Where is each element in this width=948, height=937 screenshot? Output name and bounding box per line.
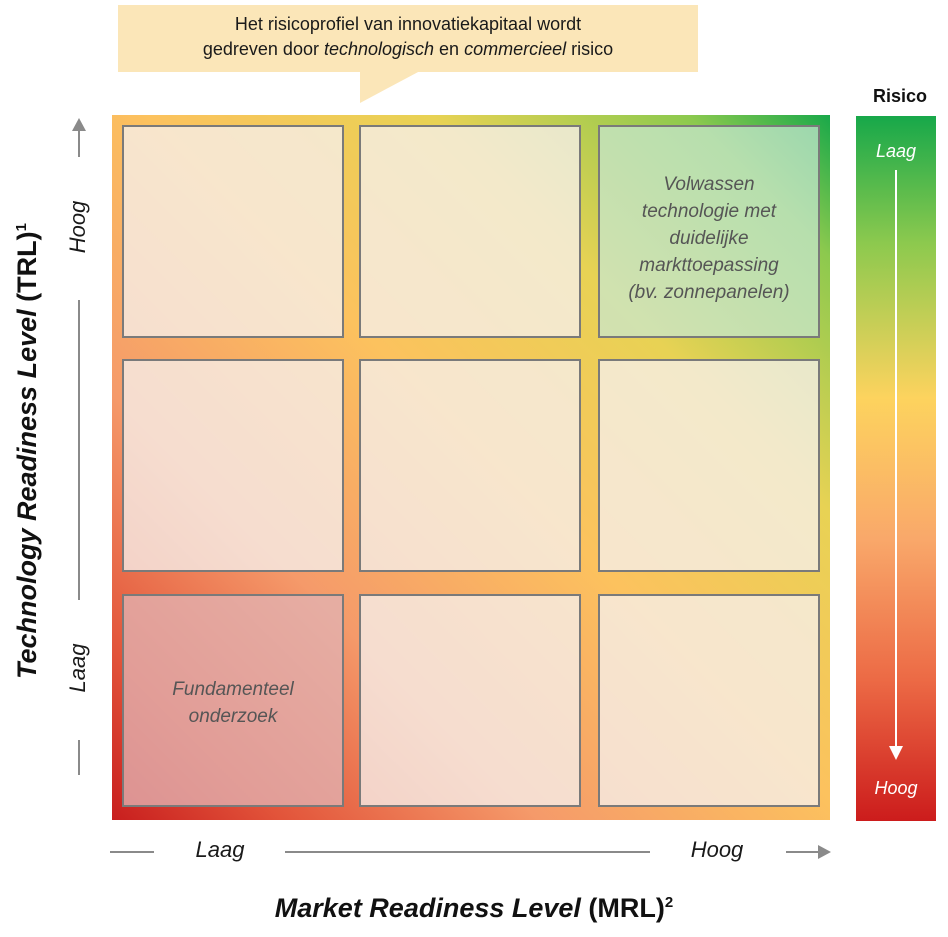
- y-axis-line-middle: [78, 300, 80, 600]
- y-axis-title: Technology Readiness Level (TRL)1: [12, 223, 48, 679]
- label-line: technologie met: [641, 201, 777, 222]
- y-axis-title-italic: Technology Readiness Level: [12, 309, 42, 679]
- x-axis-line-left: [110, 851, 154, 853]
- callout-line-2: gedreven door technologisch en commercie…: [118, 37, 698, 62]
- x-axis-title-abbrev: (MRL): [580, 893, 665, 923]
- x-axis-title-italic: Market Readiness Level: [274, 893, 581, 923]
- mature-technology-label: Volwassen technologie met duidelijke mar…: [600, 171, 818, 306]
- y-axis-line-bottom: [78, 740, 80, 775]
- label-line: (bv. zonnepanelen): [628, 282, 790, 303]
- fundamental-research-label: Fundamenteel onderzoek: [124, 676, 342, 730]
- matrix-cell-high-trl-low-mrl: [122, 125, 344, 338]
- matrix-cell-low-trl-high-mrl: [598, 594, 820, 807]
- matrix-cell-mid-trl-mid-mrl: [359, 359, 581, 572]
- y-axis-arrow-icon: [72, 118, 86, 131]
- y-axis-title-abbrev: (TRL): [12, 231, 42, 310]
- matrix-cell-low-trl-low-mrl: Fundamenteel onderzoek: [122, 594, 344, 807]
- label-line: markttoepassing: [639, 255, 779, 276]
- callout-box: Het risicoprofiel van innovatiekapitaal …: [118, 5, 698, 72]
- label-line: Fundamenteel: [172, 679, 294, 700]
- callout-line-1: Het risicoprofiel van innovatiekapitaal …: [234, 14, 582, 34]
- callout-emphasis-technological: technologisch: [323, 39, 435, 59]
- callout-text: risico: [566, 39, 614, 59]
- risk-high-label: Hoog: [874, 778, 918, 798]
- label-line: Volwassen: [663, 174, 755, 195]
- risk-low-label: Laag: [875, 141, 917, 161]
- y-axis-low-label: Laag: [65, 643, 90, 693]
- x-axis-low-label: Laag: [195, 837, 245, 862]
- callout-text: gedreven door: [202, 39, 324, 59]
- x-axis-line-right: [786, 851, 820, 853]
- x-axis-arrow-icon: [818, 845, 831, 859]
- risk-matrix: Volwassen technologie met duidelijke mar…: [112, 115, 830, 820]
- label-line: duidelijke: [669, 228, 749, 249]
- callout-pointer: [360, 71, 420, 103]
- matrix-cell-high-trl-high-mrl: Volwassen technologie met duidelijke mar…: [598, 125, 820, 338]
- x-axis-line-middle: [285, 851, 650, 853]
- x-axis-title: Market Readiness Level (MRL)2: [0, 893, 948, 924]
- matrix-cell-high-trl-mid-mrl: [359, 125, 581, 338]
- risk-arrow-down-icon: [889, 746, 903, 760]
- x-axis-footnote: 2: [664, 894, 674, 911]
- label-line: onderzoek: [188, 706, 278, 727]
- matrix-cell-mid-trl-low-mrl: [122, 359, 344, 572]
- callout-emphasis-commercial: commercieel: [464, 39, 567, 59]
- matrix-cell-low-trl-mid-mrl: [359, 594, 581, 807]
- y-axis-line-top: [78, 130, 80, 157]
- y-axis-high-label: Hoog: [65, 200, 90, 254]
- y-axis-footnote: 1: [13, 223, 30, 232]
- callout-text: en: [434, 39, 465, 59]
- x-axis-high-label: Hoog: [690, 837, 744, 862]
- matrix-cell-mid-trl-high-mrl: [598, 359, 820, 572]
- risk-arrow-line: [895, 170, 897, 748]
- risk-title: Risico: [872, 86, 928, 106]
